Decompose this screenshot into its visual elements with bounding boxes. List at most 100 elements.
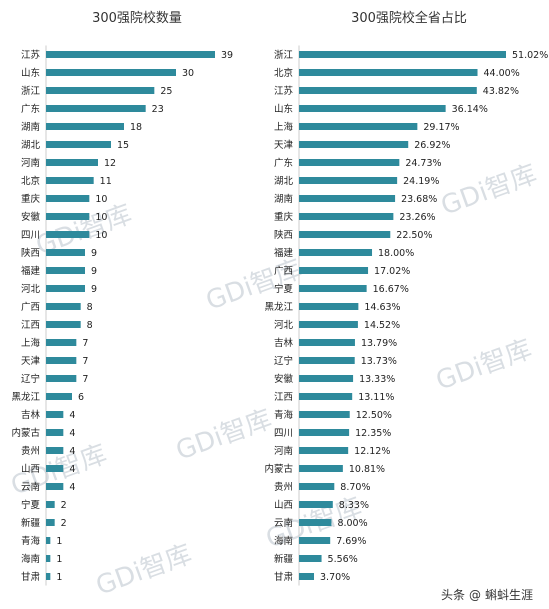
bar: [46, 51, 215, 58]
value-label: 23.68%: [401, 194, 437, 205]
category-label: 安徽: [274, 373, 294, 385]
bar: [299, 303, 359, 310]
bar: [299, 87, 477, 94]
bar: [299, 357, 355, 364]
bar: [299, 249, 373, 256]
bar: [46, 537, 51, 544]
watermark-text: GDi智库: [432, 334, 536, 396]
category-label: 安徽: [21, 211, 41, 223]
category-label: 天津: [21, 356, 41, 367]
category-label: 北京: [21, 175, 40, 187]
bar: [46, 429, 64, 436]
bar: [46, 465, 64, 472]
bar: [46, 501, 55, 508]
bar: [299, 195, 396, 202]
category-label: 海南: [21, 553, 40, 565]
bar: [299, 465, 343, 472]
category-label: 福建: [274, 247, 294, 259]
bar: [46, 339, 77, 346]
value-label: 9: [91, 284, 97, 295]
bar: [46, 159, 98, 166]
bar: [299, 123, 418, 130]
category-label: 福建: [21, 265, 41, 277]
bar: [299, 267, 369, 274]
attribution-badge: 头条 @ 蝌蚪生涯: [438, 586, 535, 603]
value-label: 25: [160, 86, 172, 97]
category-label: 江苏: [274, 85, 294, 97]
bar: [46, 141, 111, 148]
value-label: 13.11%: [358, 392, 394, 403]
bar: [299, 375, 354, 382]
watermark-text: GDi智库: [92, 539, 196, 601]
category-label: 重庆: [274, 211, 294, 223]
bar: [299, 51, 506, 58]
bar: [299, 339, 355, 346]
category-label: 重庆: [21, 193, 41, 205]
category-label: 内蒙古: [264, 463, 293, 475]
value-label: 24.19%: [403, 176, 439, 187]
value-label: 29.17%: [423, 122, 459, 133]
category-label: 云南: [21, 481, 40, 493]
bar: [46, 573, 51, 580]
value-label: 4: [69, 464, 75, 475]
category-label: 四川: [21, 230, 40, 241]
category-label: 广西: [274, 265, 293, 277]
bar: [299, 447, 349, 454]
bar: [46, 195, 90, 202]
bar: [46, 213, 90, 220]
bar: [299, 159, 400, 166]
value-label: 7.69%: [336, 536, 366, 547]
value-label: 22.50%: [396, 230, 432, 241]
right-chart-bars: 浙江 51.02% 北京 44.00% 江苏 43.82% 山东 36.14% 上海 29.17%…: [264, 49, 548, 583]
value-label: 4: [69, 482, 75, 493]
bar: [299, 429, 350, 436]
category-label: 浙江: [274, 49, 294, 61]
category-label: 天津: [274, 140, 294, 151]
category-label: 新疆: [21, 517, 41, 529]
value-label: 11: [100, 176, 112, 187]
value-label: 26.92%: [414, 140, 450, 151]
bar: [46, 519, 55, 526]
at-icon: @: [468, 587, 481, 602]
value-label: 7: [82, 356, 88, 367]
value-label: 18: [130, 122, 142, 133]
right-chart-title: 300强院校全省占比: [351, 10, 467, 26]
value-label: 36.14%: [452, 104, 488, 115]
bar: [299, 501, 333, 508]
value-label: 39: [221, 50, 233, 61]
bar: [46, 249, 85, 256]
category-label: 江西: [274, 392, 293, 403]
category-label: 黑龙江: [11, 391, 40, 403]
category-label: 青海: [21, 535, 41, 547]
bar: [299, 411, 350, 418]
value-label: 13.79%: [361, 338, 397, 349]
value-label: 8.00%: [337, 518, 367, 529]
category-label: 山东: [274, 103, 293, 115]
category-label: 广东: [274, 157, 293, 169]
bar: [299, 69, 478, 76]
bar: [46, 177, 94, 184]
value-label: 7: [82, 338, 88, 349]
category-label: 山西: [21, 464, 40, 475]
value-label: 12.50%: [356, 410, 392, 421]
bar: [46, 447, 64, 454]
bar: [299, 177, 398, 184]
value-label: 44.00%: [484, 68, 520, 79]
category-label: 内蒙古: [11, 427, 40, 439]
bar: [46, 303, 81, 310]
category-label: 宁夏: [274, 283, 294, 295]
category-label: 新疆: [274, 553, 294, 565]
category-label: 江西: [21, 320, 40, 331]
value-label: 10: [95, 230, 107, 241]
value-label: 2: [61, 518, 67, 529]
value-label: 14.52%: [364, 320, 400, 331]
value-label: 9: [91, 266, 97, 277]
category-label: 湖南: [21, 121, 40, 133]
value-label: 10: [95, 194, 107, 205]
value-label: 13.73%: [361, 356, 397, 367]
value-label: 2: [61, 500, 67, 511]
value-label: 4: [69, 428, 75, 439]
value-label: 30: [182, 68, 194, 79]
value-label: 9: [91, 248, 97, 259]
bar: [299, 573, 315, 580]
